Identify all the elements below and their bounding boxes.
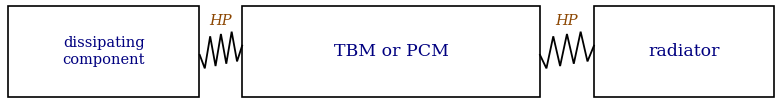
FancyBboxPatch shape xyxy=(8,6,199,97)
FancyBboxPatch shape xyxy=(594,6,774,97)
Text: HP: HP xyxy=(556,14,578,28)
Text: TBM or PCM: TBM or PCM xyxy=(333,43,449,60)
FancyBboxPatch shape xyxy=(242,6,540,97)
Text: radiator: radiator xyxy=(648,43,720,60)
Text: HP: HP xyxy=(210,14,231,28)
Text: dissipating
component: dissipating component xyxy=(63,36,145,67)
